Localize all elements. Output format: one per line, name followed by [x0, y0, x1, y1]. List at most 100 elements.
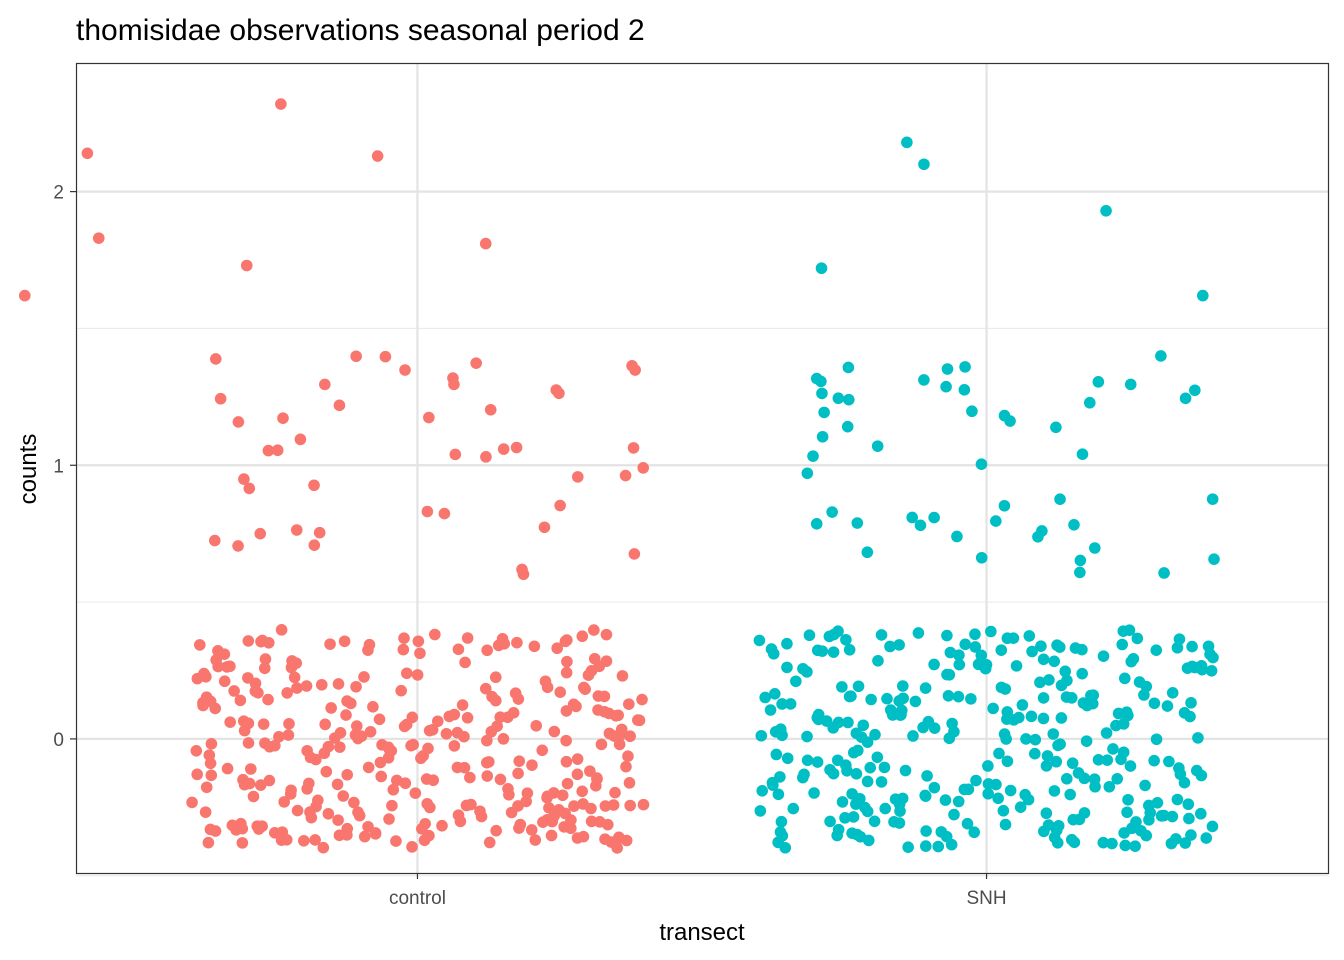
data-point [1107, 743, 1119, 755]
data-point [423, 724, 436, 737]
data-point [369, 827, 382, 839]
data-point [438, 507, 451, 520]
data-point [982, 760, 994, 772]
data-point [1014, 801, 1027, 813]
data-point [1083, 396, 1096, 409]
data-point [872, 654, 884, 667]
data-point [1129, 840, 1141, 852]
data-point [588, 652, 601, 665]
data-point [513, 822, 525, 834]
data-point [769, 688, 781, 700]
data-point [616, 670, 629, 682]
data-point [448, 378, 460, 391]
x-axis-title: transect [659, 919, 745, 946]
data-point [774, 826, 787, 838]
data-point [309, 834, 321, 846]
data-point [1206, 820, 1219, 833]
data-point [623, 698, 635, 710]
data-point [226, 819, 239, 832]
data-point [481, 644, 493, 657]
data-point [764, 704, 777, 716]
data-point [1182, 798, 1195, 811]
data-point [941, 363, 954, 375]
data-point [627, 442, 640, 454]
data-point [551, 642, 563, 655]
data-point [320, 765, 333, 778]
data-point [497, 443, 510, 455]
data-point [779, 841, 792, 854]
data-point [1131, 632, 1144, 645]
data-point [912, 627, 925, 639]
data-point [801, 467, 814, 480]
data-point [609, 786, 621, 799]
data-point [576, 785, 588, 798]
data-point [1195, 660, 1208, 672]
data-point [324, 638, 336, 650]
y-tick-label: 0 [53, 730, 64, 751]
data-point [1066, 757, 1079, 769]
data-point [254, 527, 267, 540]
data-point [291, 804, 304, 817]
data-point [1166, 686, 1179, 699]
data-point [560, 755, 573, 768]
data-point [538, 521, 551, 534]
data-point [577, 830, 590, 843]
data-point [1150, 644, 1163, 656]
data-point [362, 761, 375, 774]
data-point [1092, 754, 1105, 766]
data-point [1161, 700, 1174, 712]
data-point [1166, 810, 1179, 823]
data-point [448, 740, 461, 752]
data-point [209, 353, 222, 365]
data-point [901, 136, 913, 149]
data-point [333, 399, 346, 412]
data-point [959, 638, 972, 651]
data-point [1097, 836, 1110, 849]
data-point [1202, 640, 1215, 653]
data-point [842, 716, 854, 729]
data-point [386, 799, 398, 812]
data-point [852, 680, 865, 693]
data-point [417, 750, 429, 762]
data-point [861, 805, 874, 818]
data-point [1205, 664, 1218, 677]
data-point [350, 350, 362, 363]
data-point [208, 534, 221, 547]
data-point [801, 754, 814, 767]
data-point [556, 789, 569, 802]
data-point [281, 687, 293, 699]
data-point [282, 729, 295, 741]
data-point [843, 643, 856, 656]
data-point [199, 806, 212, 818]
data-point [1004, 784, 1017, 797]
data-point [81, 147, 94, 160]
data-point [798, 768, 810, 781]
data-point [953, 658, 966, 671]
data-point [1101, 754, 1114, 766]
data-point [490, 824, 502, 837]
data-point [999, 818, 1012, 831]
data-point [816, 430, 829, 443]
data-point [1023, 630, 1036, 642]
data-point [259, 653, 272, 665]
data-points [18, 98, 1220, 854]
data-point [238, 473, 250, 485]
data-point [458, 730, 470, 743]
data-point [811, 711, 824, 724]
data-point [902, 841, 914, 853]
data-point [18, 289, 31, 302]
data-point [560, 705, 573, 717]
data-point [283, 717, 295, 730]
data-point [881, 692, 893, 705]
data-point [995, 681, 1008, 694]
data-point [322, 807, 335, 820]
data-point [784, 698, 797, 710]
data-point [424, 801, 436, 814]
data-point [943, 668, 956, 681]
data-point [406, 841, 418, 853]
data-point [847, 811, 860, 823]
data-point [1121, 806, 1133, 819]
data-point [600, 628, 613, 641]
data-point [489, 694, 502, 707]
data-point [353, 809, 366, 822]
